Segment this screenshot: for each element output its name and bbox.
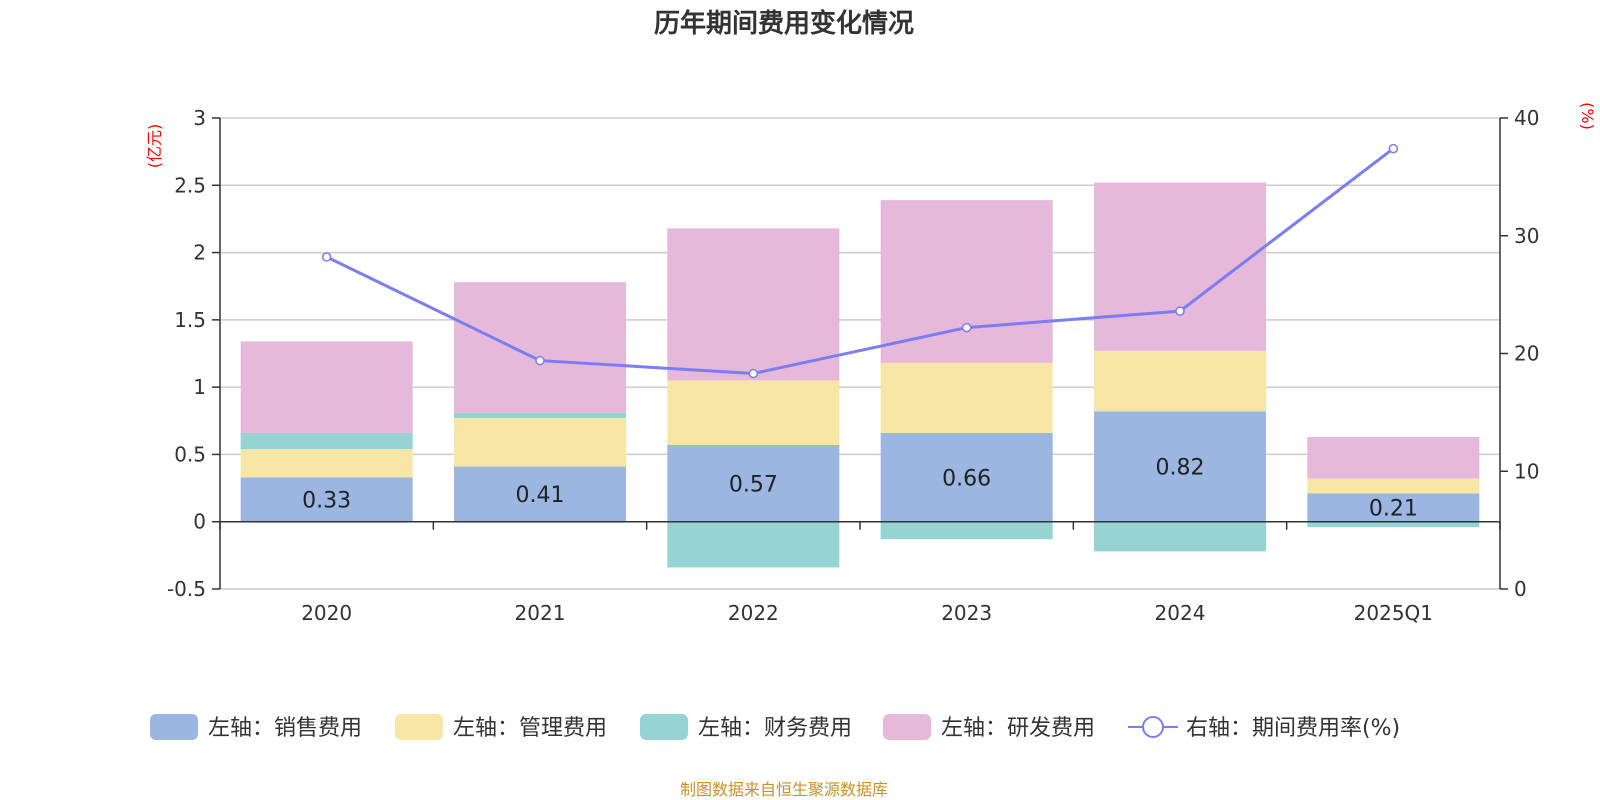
bar-segment	[240, 432, 413, 450]
x-tick-label: 2020	[301, 601, 352, 625]
bar-segment	[880, 200, 1053, 363]
bar-segment	[880, 432, 1053, 522]
rate-point	[321, 252, 332, 262]
rate-point	[1175, 306, 1185, 316]
rate-point	[961, 322, 972, 333]
bar-segment	[454, 418, 626, 467]
grid-lines	[220, 117, 1500, 590]
chart-title: 历年期间费用变化情况	[654, 8, 914, 39]
bar-segment	[1094, 521, 1266, 552]
bar-segment	[667, 521, 840, 568]
bar-segment	[667, 228, 840, 381]
left-tick-label: 1	[193, 375, 206, 399]
data-label: 0.66	[942, 466, 991, 491]
bar-segment	[1307, 521, 1480, 528]
legend-swatch	[150, 714, 198, 740]
legend-swatch	[883, 714, 931, 740]
bar-segment	[1094, 411, 1266, 522]
right-tick-label: 0	[1514, 577, 1527, 601]
left-tick-label: 2.5	[174, 173, 206, 197]
bar-segment	[1307, 436, 1480, 479]
rate-point	[1388, 143, 1399, 154]
x-tick-label: 2023	[941, 601, 992, 625]
left-tick-label: 0	[193, 510, 206, 534]
expense-rate-line	[321, 143, 1399, 379]
legend-marker-swatch	[1142, 716, 1164, 738]
rate-line	[326, 147, 1395, 376]
legend-label: 右轴：期间费用率(%)	[1186, 716, 1400, 741]
right-axis-unit: (%)	[1578, 102, 1597, 130]
left-tick-label: 0.5	[174, 442, 206, 466]
right-tick-label: 40	[1514, 106, 1539, 130]
data-label: 0.41	[516, 483, 565, 508]
left-axis-unit: (亿元)	[145, 124, 164, 169]
rate-point	[748, 368, 759, 379]
legend-swatch	[640, 714, 688, 740]
axes: 3 2.5 2 1.5 1 0.5 0 -0.5 40 30 20 10 0 2020 2021 2022 20…	[167, 106, 1539, 625]
bar-segment	[1094, 350, 1266, 412]
left-tick-label: -0.5	[167, 577, 206, 601]
right-tick-label: 30	[1514, 224, 1539, 248]
bar-segment	[454, 282, 626, 413]
legend-label: 左轴：管理费用	[453, 716, 607, 741]
bar-segment	[880, 362, 1053, 433]
bar-segment	[880, 521, 1053, 540]
rate-point	[535, 355, 545, 366]
bar-segment	[454, 412, 626, 419]
data-label: 0.57	[729, 472, 778, 497]
bars	[240, 182, 1480, 568]
left-tick-label: 1.5	[174, 308, 206, 332]
legend-label: 左轴：销售费用	[208, 716, 362, 741]
legend-label: 左轴：财务费用	[698, 716, 852, 741]
data-label: 0.33	[302, 489, 351, 514]
x-tick-label: 2024	[1155, 601, 1206, 625]
bar-segment	[240, 477, 413, 522]
bar-segment	[667, 380, 840, 446]
legend-label: 左轴：研发费用	[941, 716, 1095, 741]
data-labels: 0.33 0.41 0.57 0.66 0.82 0.21	[302, 456, 1418, 522]
bar-segment	[1307, 493, 1480, 522]
data-label: 0.21	[1369, 497, 1418, 522]
x-tick-label: 2025Q1	[1354, 601, 1433, 625]
bar-segment	[454, 466, 626, 522]
bar-segment	[667, 445, 840, 522]
bar-segment	[240, 341, 413, 433]
left-tick-label: 2	[193, 241, 206, 265]
right-tick-label: 20	[1514, 342, 1539, 366]
bar-segment	[1307, 478, 1480, 494]
legend: 左轴：销售费用 左轴：管理费用 左轴：财务费用 左轴：研发费用 右轴：期间费用率(%)	[150, 714, 1400, 741]
left-tick-label: 3	[193, 106, 206, 130]
legend-swatch	[395, 714, 443, 740]
source-note: 制图数据来自恒生聚源数据库	[680, 780, 888, 799]
bar-segment	[240, 449, 413, 478]
x-tick-label: 2021	[515, 601, 566, 625]
right-tick-label: 10	[1514, 459, 1539, 483]
data-label: 0.82	[1156, 456, 1205, 481]
x-tick-label: 2022	[728, 601, 779, 625]
